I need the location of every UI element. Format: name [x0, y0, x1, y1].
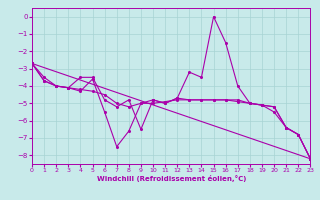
- X-axis label: Windchill (Refroidissement éolien,°C): Windchill (Refroidissement éolien,°C): [97, 175, 246, 182]
